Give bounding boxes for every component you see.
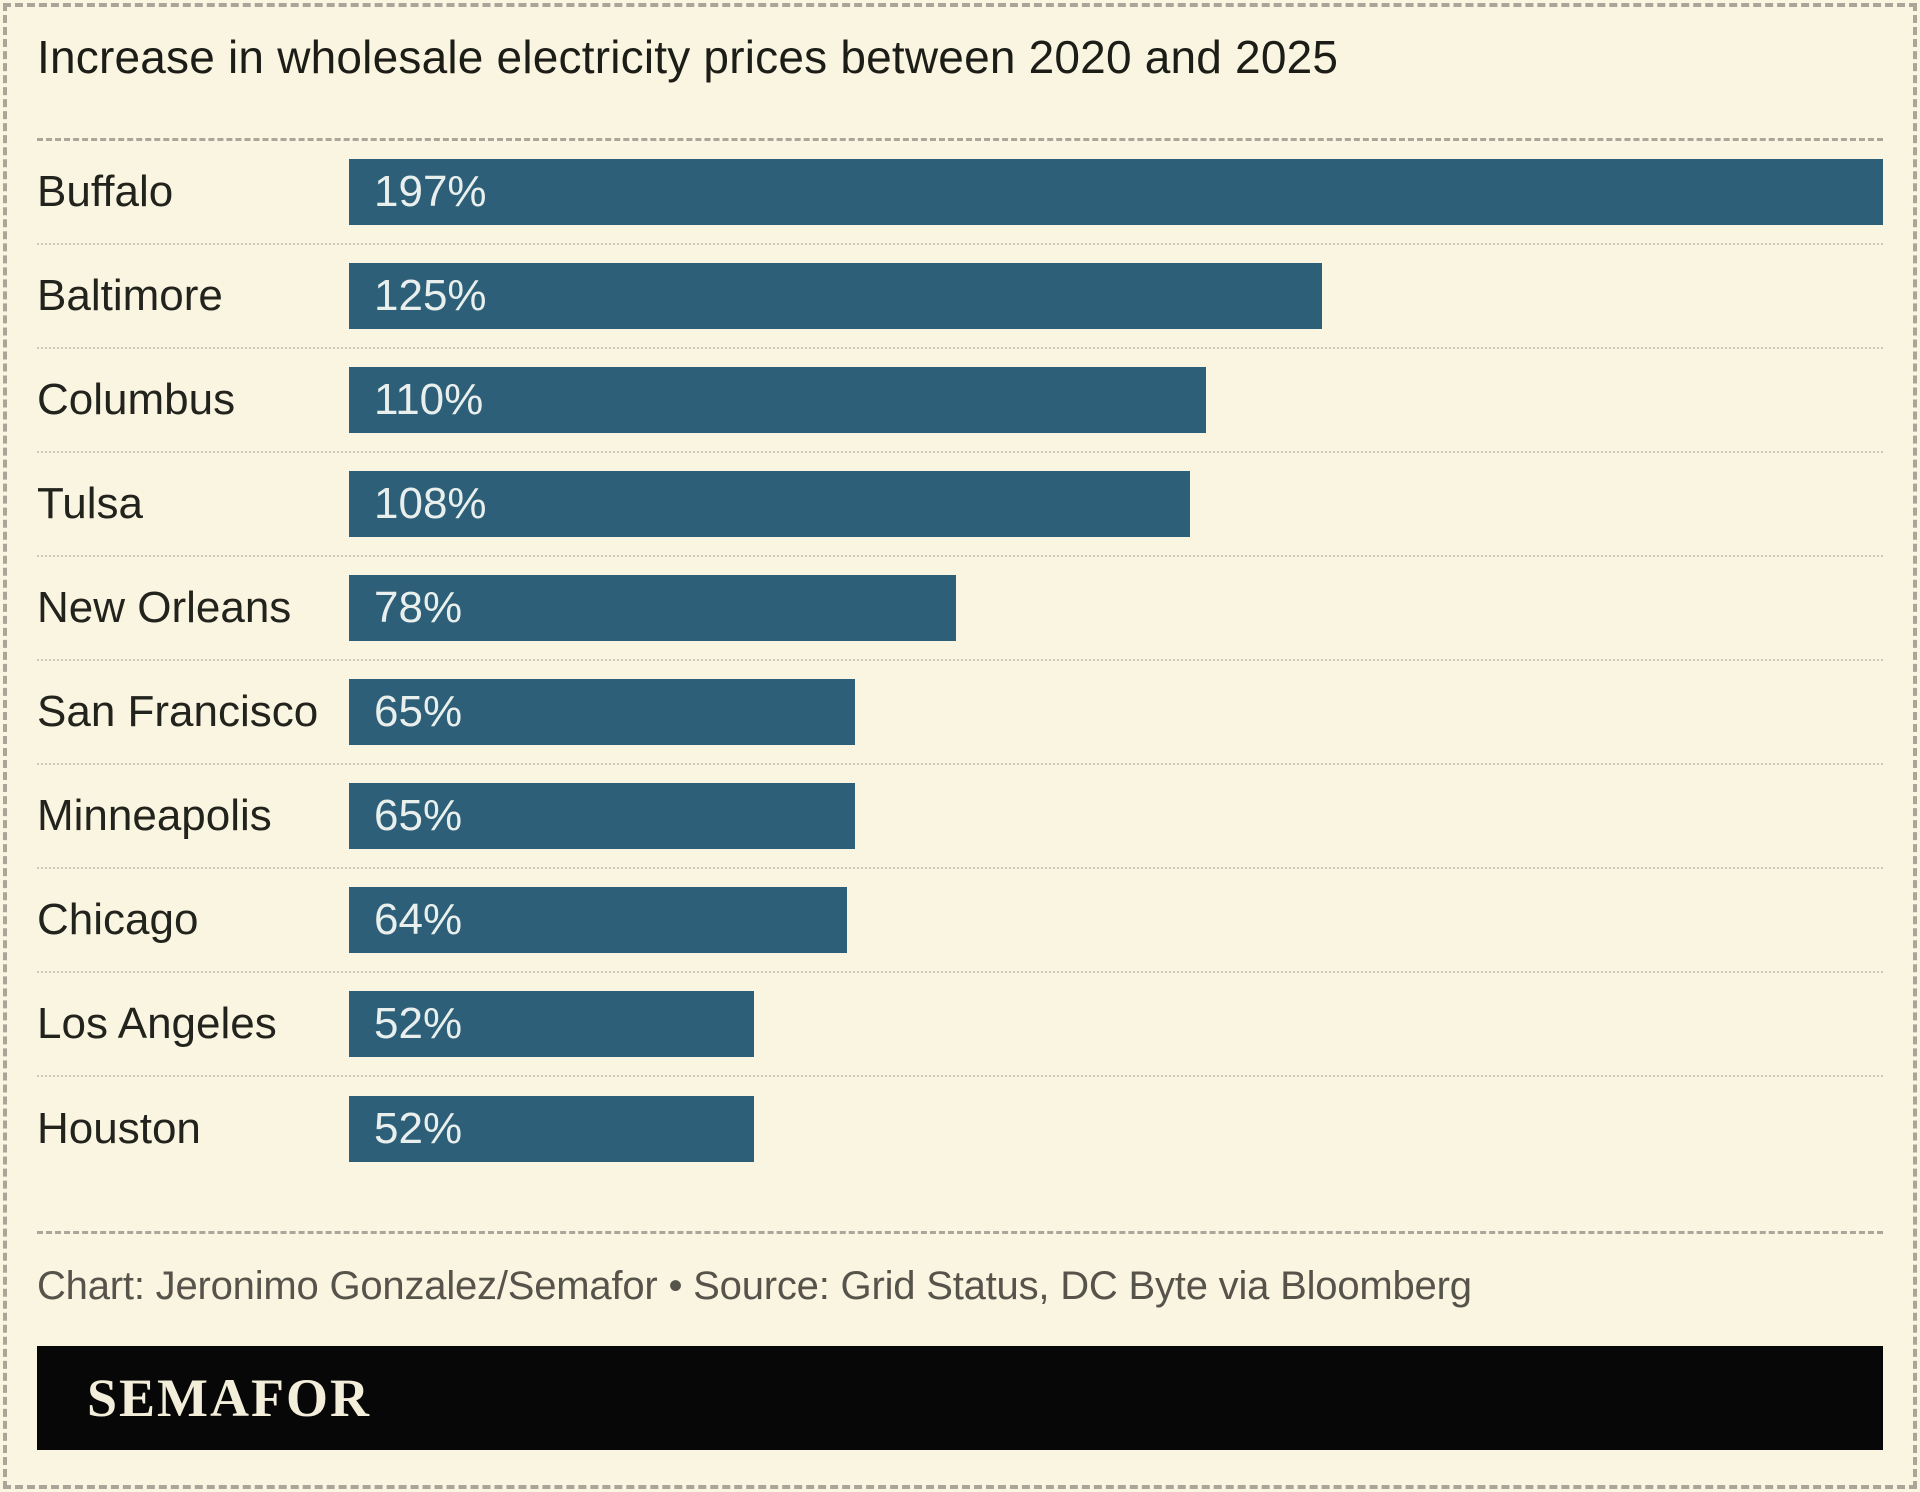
bar-value-label: 65% xyxy=(374,791,463,840)
category-label: Minneapolis xyxy=(37,791,272,840)
chart-row: Tulsa 108% xyxy=(37,453,1883,557)
category-label: Los Angeles xyxy=(37,999,277,1048)
bar-chart: Buffalo 197% Baltimore 125% Columbus 110… xyxy=(37,141,1883,1181)
bar-value-label: 125% xyxy=(374,271,487,320)
bar-track: 52% xyxy=(349,1096,1883,1162)
bar-value-label: 64% xyxy=(374,895,463,944)
bar-value-label: 52% xyxy=(374,999,463,1048)
chart-bottom-divider xyxy=(37,1181,1883,1234)
bar-track: 125% xyxy=(349,263,1883,329)
chart-row: Chicago 64% xyxy=(37,869,1883,973)
category-label: Columbus xyxy=(37,375,236,424)
chart-row: New Orleans 78% xyxy=(37,557,1883,661)
bar-value-label: 110% xyxy=(374,375,484,424)
bar: 197% xyxy=(349,159,1883,225)
bar-track: 197% xyxy=(349,159,1883,225)
category-label: Buffalo xyxy=(37,167,174,216)
bar: 78% xyxy=(349,575,957,641)
category-label: Tulsa xyxy=(37,479,143,528)
bar-track: 110% xyxy=(349,367,1883,433)
bar-track: 65% xyxy=(349,783,1883,849)
bar: 52% xyxy=(349,991,754,1057)
chart-title: Increase in wholesale electricity prices… xyxy=(37,31,1339,83)
bar: 108% xyxy=(349,471,1190,537)
bar-value-label: 52% xyxy=(374,1104,463,1153)
category-label: Baltimore xyxy=(37,271,223,320)
bar: 110% xyxy=(349,367,1206,433)
bar-track: 64% xyxy=(349,887,1883,953)
bar: 125% xyxy=(349,263,1323,329)
category-label: New Orleans xyxy=(37,583,292,632)
chart-row: San Francisco 65% xyxy=(37,661,1883,765)
chart-row: Houston 52% xyxy=(37,1077,1883,1181)
category-label: Houston xyxy=(37,1104,201,1153)
bar-track: 78% xyxy=(349,575,1883,641)
brand-banner: SEMAFOR xyxy=(37,1346,1883,1450)
semafor-logo: SEMAFOR xyxy=(87,1368,371,1428)
category-label: Chicago xyxy=(37,895,199,944)
bar: 64% xyxy=(349,887,848,953)
chart-row: Baltimore 125% xyxy=(37,245,1883,349)
bar-value-label: 197% xyxy=(374,167,487,216)
credit-section: Chart: Jeronimo Gonzalez/Semafor • Sourc… xyxy=(37,1234,1883,1338)
bar-track: 65% xyxy=(349,679,1883,745)
bar: 65% xyxy=(349,679,856,745)
chart-row: Buffalo 197% xyxy=(37,141,1883,245)
chart-header: Increase in wholesale electricity prices… xyxy=(37,7,1883,141)
chart-row: Los Angeles 52% xyxy=(37,973,1883,1077)
bar-value-label: 65% xyxy=(374,687,463,736)
chart-card: Increase in wholesale electricity prices… xyxy=(3,3,1917,1489)
category-label: San Francisco xyxy=(37,687,319,736)
credit-line: Chart: Jeronimo Gonzalez/Semafor • Sourc… xyxy=(37,1263,1472,1308)
bar-track: 108% xyxy=(349,471,1883,537)
bar-value-label: 108% xyxy=(374,479,487,528)
bar: 52% xyxy=(349,1096,754,1162)
bar-track: 52% xyxy=(349,991,1883,1057)
chart-row: Columbus 110% xyxy=(37,349,1883,453)
bar: 65% xyxy=(349,783,856,849)
bar-value-label: 78% xyxy=(374,583,463,632)
chart-row: Minneapolis 65% xyxy=(37,765,1883,869)
